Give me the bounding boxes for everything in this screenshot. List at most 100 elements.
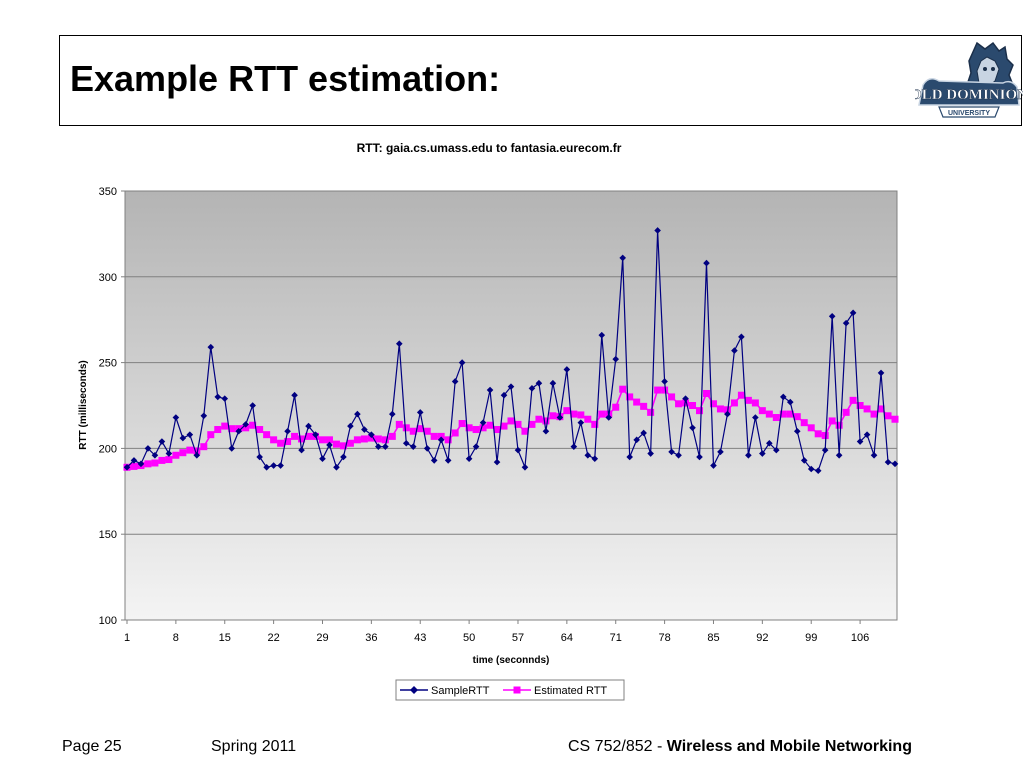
sample-rtt-point [563, 366, 571, 373]
estimated-rtt-point [500, 422, 508, 430]
sample-rtt-point [130, 457, 138, 464]
estimated-rtt-point [172, 451, 180, 459]
old-dominion-logo: OLD DOMINION UNIVERSITY [915, 41, 1023, 118]
sample-rtt-point [612, 355, 620, 363]
estimated-rtt-point [528, 420, 536, 428]
y-tick-label: 250 [99, 358, 117, 370]
estimated-rtt-point [828, 417, 836, 425]
estimated-rtt-point [668, 393, 676, 401]
estimated-rtt-point [849, 396, 857, 404]
estimated-rtt-point [689, 402, 697, 409]
svg-text:OLD DOMINION: OLD DOMINION [915, 87, 1023, 103]
sample-rtt-point [389, 410, 396, 418]
estimated-rtt-point [493, 426, 501, 434]
estimated-rtt-point [821, 432, 829, 440]
series-sample-rtt [123, 227, 899, 475]
sample-rtt-point [759, 450, 766, 457]
sample-rtt-point [773, 446, 780, 454]
estimated-rtt-point [367, 434, 375, 442]
x-tick-label: 1 [124, 632, 130, 644]
sample-rtt-point [626, 453, 633, 461]
sample-rtt-point [891, 460, 899, 468]
sample-rtt-point [409, 443, 417, 450]
estimated-rtt-point [884, 412, 892, 420]
estimated-rtt-point [353, 436, 361, 444]
estimated-rtt-point [702, 389, 710, 397]
estimated-rtt-point [228, 425, 236, 433]
estimated-rtt-point [409, 427, 417, 435]
sample-rtt-point [661, 378, 668, 385]
estimated-rtt-point [633, 398, 641, 406]
sample-rtt-point [842, 319, 850, 327]
sample-rtt-point [402, 439, 410, 447]
estimated-rtt-point [214, 426, 222, 434]
y-axis-label: RTT (milliseconds) [78, 360, 89, 449]
estimated-rtt-point [158, 456, 166, 464]
sample-rtt-point [884, 458, 892, 466]
estimated-rtt-point [332, 440, 340, 448]
estimated-rtt-point [800, 419, 808, 427]
sample-rtt-point [228, 445, 236, 452]
estimated-rtt-point [716, 405, 724, 413]
estimated-rtt-point [339, 442, 347, 450]
sample-rtt-point [724, 410, 731, 418]
estimated-rtt-point [835, 421, 843, 429]
sample-rtt-point [326, 441, 333, 449]
sample-rtt-point [319, 455, 326, 462]
estimated-rtt-point [793, 413, 801, 421]
estimated-rtt-point [381, 436, 389, 444]
footer-course: CS 752/852 - Wireless and Mobile Network… [568, 738, 912, 756]
sample-rtt-point [368, 431, 375, 438]
sample-rtt-point [151, 451, 159, 459]
estimated-rtt-point [374, 435, 382, 443]
sample-rtt-point [647, 450, 654, 457]
x-tick-label: 22 [267, 632, 279, 644]
sample-rtt-point [570, 443, 578, 450]
sample-rtt-point [835, 451, 843, 459]
estimated-rtt-point [814, 430, 822, 438]
sample-rtt-point [430, 457, 438, 464]
footer-course-name: Wireless and Mobile Networking [666, 738, 912, 755]
estimated-rtt-point [416, 425, 424, 433]
estimated-rtt-point [737, 391, 745, 399]
sample-rtt-point [354, 410, 361, 418]
sample-rtt-point [689, 424, 696, 432]
sample-rtt-point [465, 455, 473, 462]
estimated-rtt-point [640, 402, 648, 410]
sample-rtt-point [500, 391, 508, 399]
sample-rtt-point [123, 463, 131, 471]
sample-rtt-point [472, 443, 480, 450]
x-tick-label: 50 [463, 632, 475, 644]
sample-rtt-point [828, 312, 836, 320]
sample-rtt-point [738, 333, 745, 341]
sample-rtt-point [619, 254, 627, 262]
footer-page: Page 25 [62, 738, 122, 755]
sample-rtt-point [144, 445, 152, 452]
sample-rtt-point [312, 431, 319, 438]
estimated-rtt-point [891, 415, 899, 423]
sample-rtt-point [298, 446, 305, 454]
x-tick-label: 36 [365, 632, 377, 644]
sample-rtt-point [731, 347, 738, 354]
estimated-rtt-point [325, 436, 333, 444]
sample-rtt-point [263, 463, 270, 471]
sample-rtt-point [451, 378, 459, 385]
estimated-rtt-point [654, 386, 662, 394]
estimated-rtt-point [423, 427, 431, 435]
sample-rtt-point [779, 393, 787, 401]
sample-rtt-point [640, 429, 647, 437]
estimated-rtt-point [730, 399, 738, 407]
sample-rtt-point [416, 409, 424, 416]
estimated-rtt-point [242, 424, 250, 432]
legend-diamond-marker [410, 686, 418, 694]
estimated-rtt-point [591, 420, 599, 428]
estimated-rtt-point [360, 435, 368, 443]
estimated-rtt-point [346, 439, 354, 447]
estimated-rtt-point [221, 422, 229, 430]
estimated-rtt-point [179, 449, 187, 457]
y-tick-label: 200 [99, 443, 117, 455]
estimated-rtt-point [563, 407, 571, 415]
estimated-rtt-point [472, 426, 480, 434]
sample-rtt-point [814, 467, 822, 475]
estimated-rtt-point [514, 420, 522, 428]
